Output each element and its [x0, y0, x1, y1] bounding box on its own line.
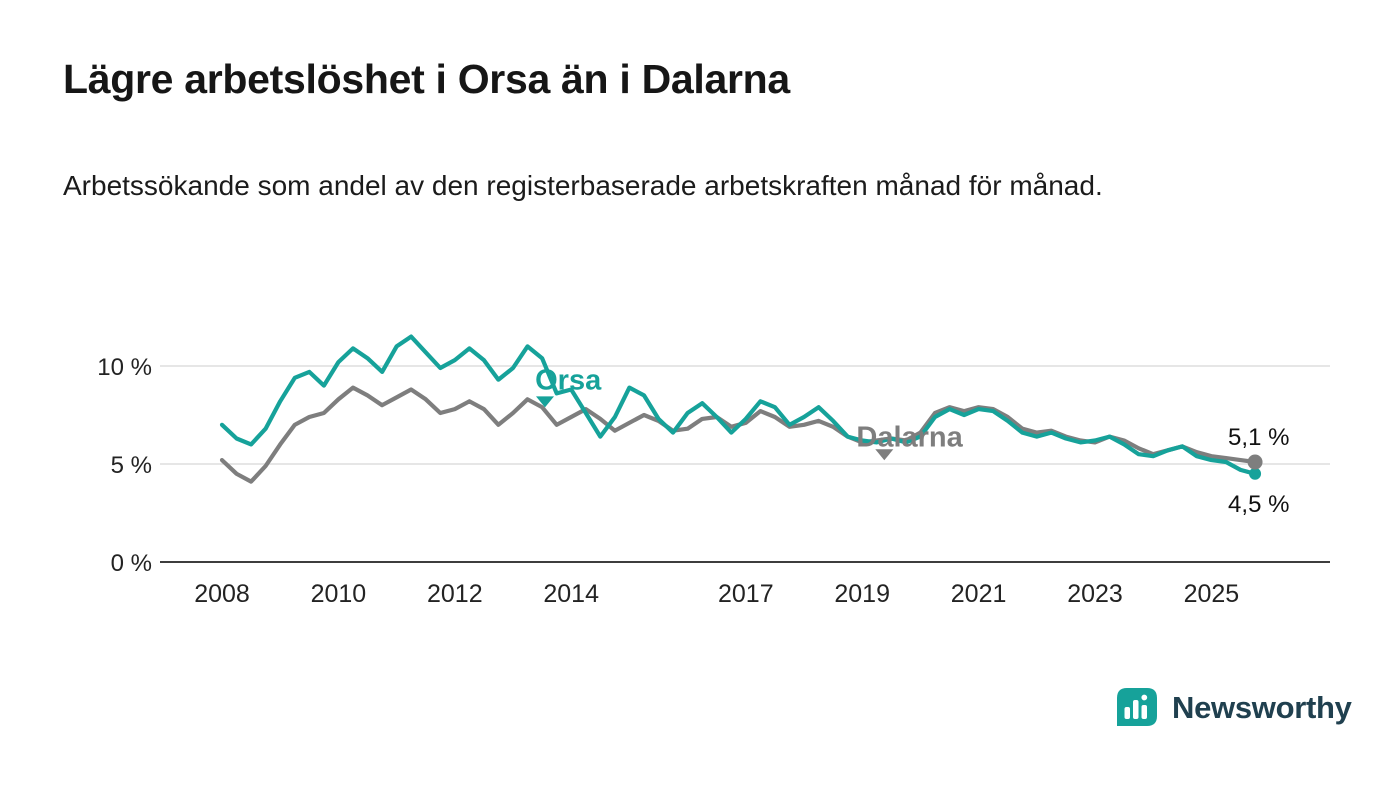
logo-bar-icon — [1133, 700, 1139, 719]
end-dot-orsa — [1249, 467, 1262, 480]
x-tick-label: 2025 — [1184, 580, 1240, 608]
x-tick-label: 2019 — [834, 580, 890, 608]
x-tick-label: 2017 — [718, 580, 774, 608]
end-dot-dalarna — [1247, 454, 1263, 470]
end-value-label-dalarna: 5,1 % — [1228, 424, 1289, 451]
chart-subtitle: Arbetssökande som andel av den registerb… — [63, 170, 1103, 201]
x-tick-label: 2023 — [1067, 580, 1123, 608]
page-title: Lägre arbetslöshet i Orsa än i Dalarna — [63, 56, 790, 102]
brand-footer: Newsworthy — [1115, 686, 1352, 730]
y-tick-label: 0 % — [111, 550, 152, 577]
series-label-pointer-orsa — [536, 396, 554, 408]
y-tick-label: 5 % — [111, 452, 152, 479]
brand-name: Newsworthy — [1172, 690, 1352, 725]
x-tick-label: 2012 — [427, 580, 483, 608]
x-tick-label: 2008 — [194, 580, 250, 608]
x-tick-label: 2021 — [951, 580, 1007, 608]
series-line-orsa — [219, 334, 1258, 476]
logo-bar-icon — [1124, 707, 1130, 719]
end-value-label-orsa: 4,5 % — [1228, 491, 1289, 518]
series-label-pointer-dalarna — [875, 449, 894, 461]
logo-bar-icon — [1141, 705, 1147, 719]
newsworthy-logo-icon — [1117, 688, 1157, 726]
series-label-orsa: Orsa — [535, 365, 602, 397]
x-tick-label: 2010 — [311, 580, 367, 608]
logo-dot-icon — [1141, 694, 1148, 701]
y-tick-label: 10 % — [97, 354, 152, 381]
series-line-dalarna — [219, 385, 1258, 484]
series-label-dalarna: Dalarna — [856, 421, 963, 453]
x-tick-label: 2014 — [543, 580, 599, 608]
